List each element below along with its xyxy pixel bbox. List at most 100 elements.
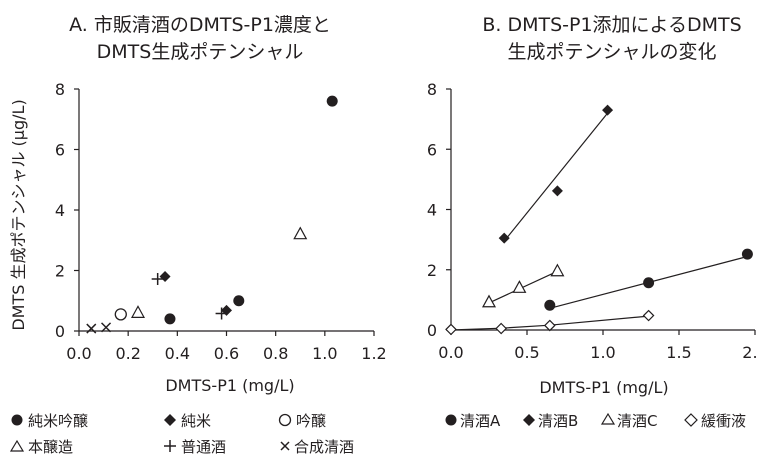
chart-b-series-1 — [498, 104, 614, 244]
chart-a-series-3 — [130, 226, 308, 318]
legend-b-sake-b: 清酒B — [523, 412, 578, 430]
legend-label: 本醸造 — [28, 438, 73, 456]
chart-a-y-tick-label: 8 — [55, 80, 65, 99]
chart-a: 0.0 0.2 0.4 0.6 0.8 1.0 1.2 0 2 4 6 8 — [55, 80, 387, 363]
legend-a-ginjo: 吟醸 — [278, 412, 326, 430]
chart-b-title-line-2: 生成ポテンシャルの変化 — [507, 41, 716, 63]
chart-a-data-point — [86, 323, 97, 334]
chart-b-data-point — [602, 104, 614, 116]
chart-a-data-point — [159, 271, 171, 283]
legend-label: 清酒B — [538, 412, 578, 430]
chart-a-data-point — [293, 226, 308, 240]
chart-a-y-tick-label: 2 — [55, 262, 65, 281]
chart-a-y-tick-label: 0 — [55, 322, 65, 341]
legend-marker-diamond-filled — [523, 414, 535, 426]
chart-a-x-tick-label: 0.2 — [115, 344, 140, 363]
chart-b-y-tick-label: 2 — [427, 261, 437, 280]
legend-label: 清酒C — [617, 412, 657, 430]
chart-b-data-point — [512, 280, 527, 293]
chart-b-title-line-1: B. DMTS-P1添加によるDMTS — [482, 14, 741, 36]
chart-b-x-tick-label: 1.5 — [666, 343, 691, 362]
chart-a-x-tick-label: 1.0 — [312, 344, 337, 363]
chart-a-x-tick-label: 0.4 — [165, 344, 190, 363]
legend-b-buffer: 緩衝液 — [684, 412, 746, 430]
chart-b-data-point — [642, 309, 655, 322]
chart-a-x-axis-label: DMTS-P1 (mg/L) — [165, 376, 294, 395]
chart-b-series-0 — [544, 248, 753, 311]
chart-a-data-point — [221, 304, 232, 316]
chart-b-data-point — [643, 277, 655, 289]
chart-b: 0.0 0.5 1.0 1.5 2.0 0 2 4 6 8 — [427, 80, 757, 362]
legend-marker-circle-filled — [11, 414, 23, 426]
chart-b-series-3-fit-line — [450, 315, 649, 331]
legend-a-junmai: 純米 — [164, 412, 211, 430]
chart-a-y-axis-label: DMTS 生成ポテンシャル (μg/L) — [9, 99, 28, 330]
chart-a-title-line-2: DMTS生成ポテンシャル — [97, 41, 304, 63]
chart-b-legend: 清酒A 清酒B 清酒C 緩衝液 — [445, 412, 746, 430]
legend-a-honjozo: 本醸造 — [9, 438, 73, 456]
legend-marker-plus — [164, 440, 176, 452]
legend-b-sake-a: 清酒A — [445, 412, 501, 430]
chart-b-x-tick-label: 2.0 — [742, 343, 757, 362]
chart-b-data-point — [481, 294, 497, 308]
legend-label: 純米吟醸 — [28, 412, 88, 430]
chart-b-data-point — [498, 232, 510, 244]
chart-a-data-point — [114, 308, 127, 321]
chart-a-series-0 — [164, 95, 338, 325]
chart-a-y-tick-label: 4 — [55, 201, 65, 220]
chart-b-y-tick-label: 0 — [427, 321, 437, 340]
chart-a-data-point — [164, 313, 176, 325]
chart-a-x-tick-label: 0.6 — [214, 344, 239, 363]
chart-b-data-point — [544, 299, 556, 311]
legend-label: 吟醸 — [296, 412, 326, 430]
chart-a-series-2 — [114, 308, 127, 321]
legend-label: 緩衝液 — [701, 412, 746, 430]
legend-marker-diamond-filled — [164, 414, 176, 426]
chart-a-x-tick-label: 0.8 — [263, 344, 288, 363]
legend-label: 清酒A — [460, 412, 501, 430]
legend-marker-triangle-open — [9, 439, 25, 452]
legend-a-junmai-ginjo: 純米吟醸 — [11, 412, 88, 430]
chart-b-x-tick-label: 1.0 — [590, 343, 615, 362]
chart-a-data-point — [130, 305, 146, 318]
legend-b-sake-c: 清酒C — [600, 412, 657, 430]
chart-b-x-tick-label: 0.5 — [514, 343, 539, 362]
legend-a-futsu: 普通酒 — [164, 438, 226, 456]
chart-b-series-1-fit-line — [503, 112, 609, 242]
legend-label: 純米 — [181, 412, 211, 430]
chart-b-data-point — [550, 263, 565, 277]
legend-label: 普通酒 — [181, 438, 226, 456]
chart-b-data-point — [445, 323, 457, 336]
chart-a-data-point — [326, 95, 338, 107]
chart-b-y-tick-label: 8 — [427, 80, 437, 99]
chart-b-data-point — [543, 319, 556, 332]
chart-b-data-point — [741, 248, 753, 260]
chart-a-series-4 — [151, 272, 228, 320]
chart-b-series-3 — [445, 309, 655, 336]
legend-marker-circle-filled — [445, 414, 457, 426]
chart-a-data-point — [215, 307, 228, 320]
chart-a-data-point — [151, 272, 164, 285]
legend-marker-diamond-open — [684, 413, 698, 427]
chart-b-data-point — [495, 322, 508, 335]
chart-b-y-tick-label: 6 — [427, 140, 437, 159]
chart-a-y-tick-label: 6 — [55, 141, 65, 160]
legend-a-gosei: 合成清酒 — [280, 438, 354, 456]
chart-b-series-2 — [481, 263, 565, 308]
chart-b-y-tick-label: 4 — [427, 201, 437, 220]
legend-marker-triangle-open — [600, 412, 616, 425]
legend-label: 合成清酒 — [294, 438, 354, 456]
chart-b-x-tick-label: 0.0 — [438, 343, 463, 362]
chart-a-title-line-1: A. 市販清酒のDMTS-P1濃度と — [69, 14, 331, 36]
legend-marker-cross — [280, 441, 290, 451]
chart-a-series-5 — [86, 322, 112, 334]
chart-a-x-tick-label: 0.0 — [66, 344, 91, 363]
legend-marker-circle-open — [278, 413, 292, 427]
chart-a-data-point — [101, 322, 112, 333]
chart-b-x-axis-label: DMTS-P1 (mg/L) — [539, 378, 668, 397]
chart-a-data-point — [233, 295, 245, 307]
chart-a-x-tick-label: 1.2 — [361, 344, 386, 363]
chart-b-data-point — [551, 185, 563, 197]
chart-a-legend: 純米吟醸 純米 吟醸 本醸造 普通酒 合成清酒 — [9, 412, 354, 456]
